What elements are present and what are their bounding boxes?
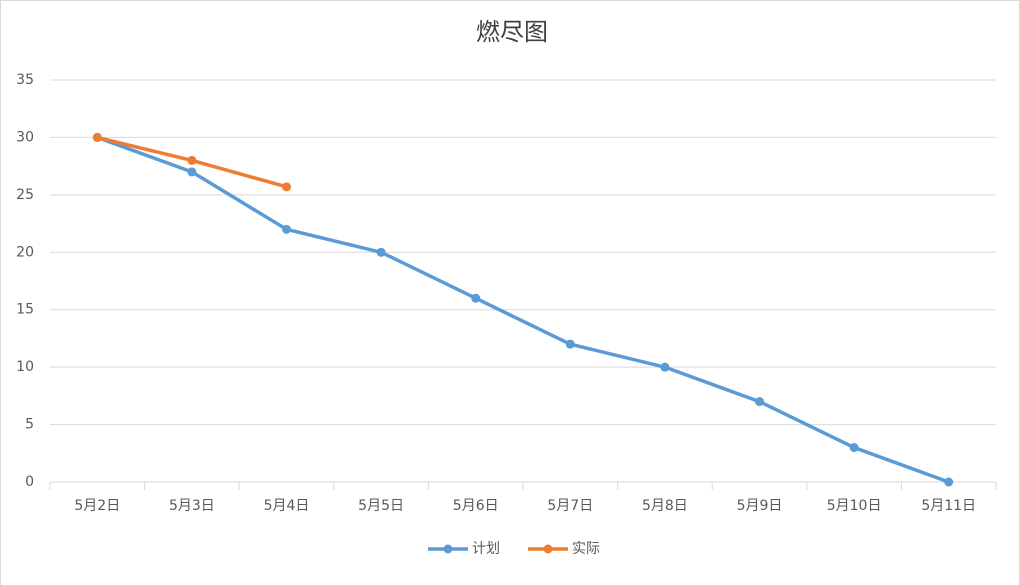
legend-label: 实际: [572, 541, 600, 557]
data-point: [755, 397, 764, 407]
data-point: [376, 247, 386, 257]
data-point: [471, 293, 481, 303]
data-point: [187, 155, 197, 165]
data-point: [660, 362, 670, 372]
data-point: [282, 224, 291, 234]
y-tick-label: 5: [25, 417, 34, 433]
y-tick-label: 10: [16, 359, 34, 375]
y-tick-label: 20: [16, 244, 34, 260]
data-point: [565, 339, 575, 349]
x-tick-label: 5月8日: [642, 498, 688, 514]
data-point: [187, 167, 197, 177]
y-tick-label: 15: [16, 302, 34, 318]
legend-marker: [543, 544, 553, 554]
chart-title: 燃尽图: [476, 18, 548, 46]
series-line: [96, 135, 950, 484]
x-tick-label: 5月10日: [827, 498, 882, 514]
legend-label: 计划: [472, 541, 500, 557]
x-tick-label: 5月3日: [169, 498, 215, 514]
x-tick-label: 5月4日: [264, 498, 310, 514]
y-tick-label: 30: [16, 129, 34, 145]
y-tick-label: 35: [16, 72, 34, 88]
x-tick-label: 5月11日: [921, 498, 976, 514]
y-tick-label: 0: [25, 474, 34, 490]
x-tick-label: 5月5日: [358, 498, 404, 514]
x-tick-label: 5月2日: [74, 498, 120, 514]
x-tick-label: 5月7日: [547, 498, 593, 514]
data-point: [944, 477, 954, 487]
x-tick-label: 5月9日: [737, 498, 783, 514]
y-tick-label: 25: [16, 187, 34, 203]
data-point: [282, 182, 291, 192]
x-tick-label: 5月6日: [453, 498, 499, 514]
data-point: [92, 132, 102, 142]
data-point: [849, 443, 859, 453]
legend-marker: [443, 544, 453, 554]
